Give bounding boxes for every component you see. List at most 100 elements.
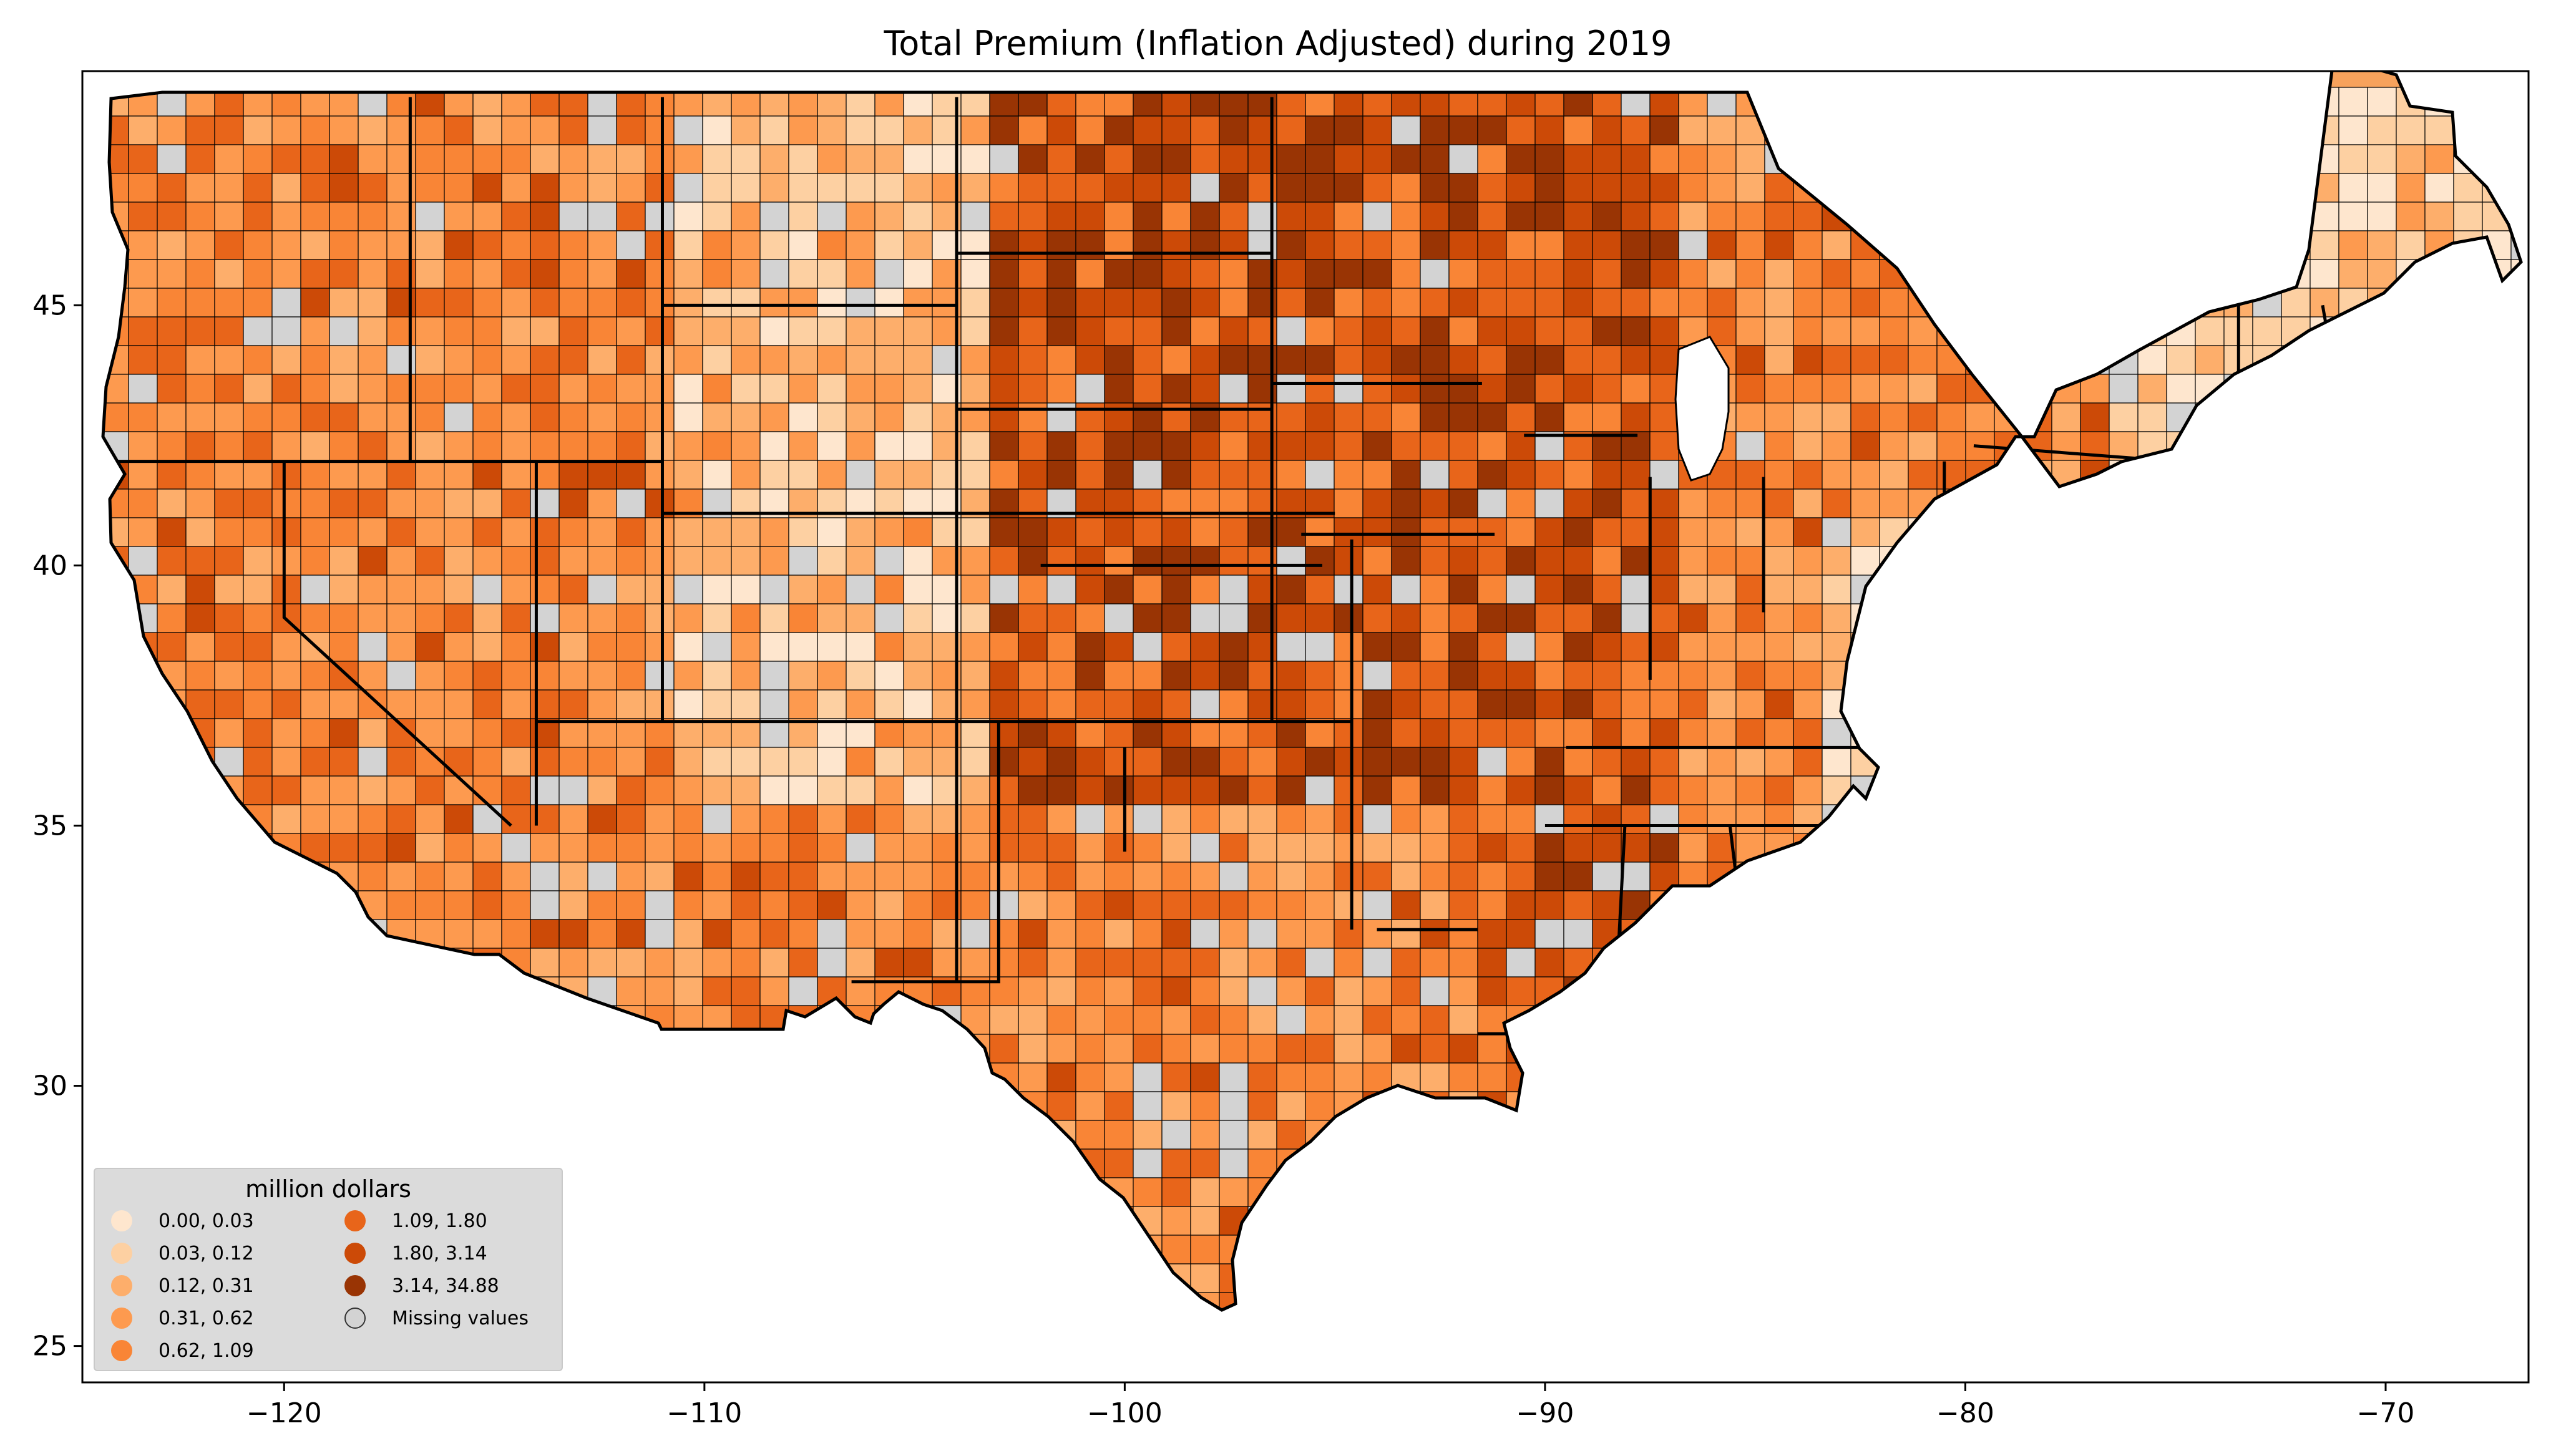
county-region: [2396, 144, 2426, 174]
county-region: [1305, 1177, 1335, 1207]
county-region: [587, 661, 617, 691]
county-region: [329, 1062, 359, 1092]
county-region: [2482, 861, 2512, 891]
county-region: [2137, 1292, 2167, 1310]
county-region: [2482, 1148, 2512, 1178]
county-region: [1161, 230, 1191, 260]
county-region: [1534, 402, 1564, 432]
county-region: [1391, 689, 1421, 719]
county-region: [1448, 288, 1478, 318]
county-region: [1994, 775, 2024, 805]
county-region: [1420, 919, 1450, 949]
county-region: [702, 460, 732, 490]
county-region: [1908, 861, 1938, 891]
county-region: [1534, 288, 1564, 318]
county-region: [1735, 1005, 1765, 1035]
county-region: [1994, 488, 2024, 518]
county-region: [501, 259, 531, 289]
county-region: [1248, 1321, 1277, 1350]
county-region: [1936, 804, 1966, 834]
county-region: [1247, 747, 1277, 777]
county-region: [702, 173, 732, 203]
county-region: [530, 775, 560, 805]
county-region: [1477, 115, 1507, 145]
county-region: [2195, 718, 2225, 748]
county-region: [932, 1235, 962, 1264]
county-region: [1334, 718, 1363, 748]
county-region: [1735, 948, 1765, 978]
county-region: [960, 804, 990, 834]
county-region: [588, 1321, 617, 1350]
county-region: [1219, 374, 1249, 404]
county-region: [1477, 517, 1507, 547]
county-region: [2338, 718, 2368, 748]
county-region: [2195, 890, 2225, 920]
county-region: [1046, 1091, 1076, 1121]
county-region: [788, 144, 818, 174]
county-region: [2367, 632, 2397, 662]
county-region: [2339, 1321, 2368, 1350]
county-region: [1908, 402, 1938, 432]
county-region: [1133, 316, 1163, 346]
county-region: [472, 948, 502, 978]
county-region: [1879, 144, 1909, 174]
county-region: [2424, 1206, 2454, 1236]
county-region: [989, 718, 1019, 748]
county-region: [2252, 948, 2282, 978]
state-border: [1943, 461, 2155, 583]
county-region: [1965, 603, 1995, 633]
county-region: [2310, 1235, 2339, 1264]
county-region: [1477, 316, 1507, 346]
county-region: [1334, 804, 1363, 834]
county-region: [2252, 890, 2282, 920]
county-region: [1965, 402, 1995, 432]
county-region: [1305, 431, 1335, 461]
county-region: [530, 201, 560, 231]
county-region: [817, 546, 847, 576]
county-region: [1621, 1005, 1651, 1035]
county-region: [1046, 1263, 1076, 1293]
county-region: [2022, 1148, 2052, 1178]
county-region: [989, 775, 1019, 805]
county-region: [2482, 1062, 2512, 1092]
county-region: [530, 259, 560, 289]
legend-label: 3.14, 34.88: [392, 1274, 499, 1297]
county-region: [1276, 1177, 1306, 1207]
county-region: [587, 1148, 617, 1178]
county-region: [128, 833, 158, 863]
county-region: [1678, 775, 1708, 805]
county-region: [616, 259, 646, 289]
county-region: [1822, 1177, 1851, 1207]
county-region: [1764, 603, 1794, 633]
county-region: [1765, 1321, 1793, 1350]
county-region: [1621, 747, 1651, 777]
county-region: [2453, 575, 2483, 604]
county-region: [2281, 1321, 2310, 1350]
county-region: [1563, 632, 1593, 662]
county-region: [1276, 919, 1306, 949]
county-region: [329, 173, 359, 203]
county-region: [243, 775, 273, 805]
county-region: [2223, 1062, 2253, 1092]
county-region: [1621, 603, 1651, 633]
county-region: [903, 747, 933, 777]
county-region: [645, 546, 675, 576]
county-region: [1908, 173, 1938, 203]
county-region: [2252, 632, 2282, 662]
county-region: [1506, 575, 1536, 604]
county-region: [759, 1120, 789, 1150]
county-region: [2367, 374, 2397, 404]
county-region: [559, 115, 588, 145]
county-region: [1219, 230, 1249, 260]
county-region: [472, 575, 502, 604]
county-region: [157, 718, 187, 748]
county-region: [214, 460, 244, 490]
county-region: [1161, 718, 1191, 748]
county-region: [2195, 460, 2225, 490]
county-region: [1190, 747, 1220, 777]
county-region: [960, 144, 990, 174]
county-region: [2195, 230, 2225, 260]
county-region: [300, 546, 330, 576]
county-region: [386, 976, 416, 1006]
county-region: [1736, 1321, 1765, 1350]
